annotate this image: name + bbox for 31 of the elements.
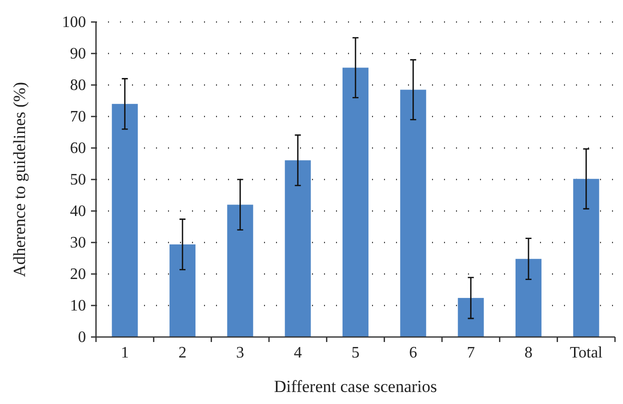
bar: [516, 258, 542, 337]
y-tick-label: 100: [62, 14, 86, 32]
y-tick-label: 20: [70, 266, 86, 284]
y-tick-label: 90: [70, 46, 86, 63]
bar: [227, 204, 254, 337]
bar: [342, 68, 368, 337]
y-tick-label: 30: [70, 234, 86, 252]
y-tick-label: 50: [70, 172, 86, 189]
y-tick-label: 80: [70, 77, 86, 94]
x-tick-label: 3: [236, 344, 244, 362]
bar: [458, 298, 484, 337]
y-tick-label: 70: [70, 108, 86, 126]
x-tick-label: 1: [120, 344, 129, 362]
bar: [573, 178, 600, 337]
x-axis-title: Different case scenarios: [274, 377, 437, 396]
bar: [400, 90, 426, 337]
x-tick-label: Total: [570, 344, 604, 362]
x-tick-label: 2: [178, 344, 186, 362]
bar: [284, 160, 311, 337]
y-tick-label: 60: [70, 140, 86, 158]
x-tick-label: 7: [466, 344, 475, 362]
bar: [170, 244, 196, 337]
y-tick-label: 40: [70, 203, 86, 220]
x-tick-label: 8: [524, 344, 532, 362]
bar: [112, 104, 138, 337]
y-tick-label: 0: [78, 329, 86, 346]
y-axis-title: Adherence to guidelines (%): [10, 82, 29, 277]
x-tick-label: 5: [352, 344, 360, 362]
y-tick-label: 10: [70, 298, 86, 315]
x-tick-label: 4: [294, 344, 302, 362]
x-tick-label: 6: [409, 344, 418, 362]
